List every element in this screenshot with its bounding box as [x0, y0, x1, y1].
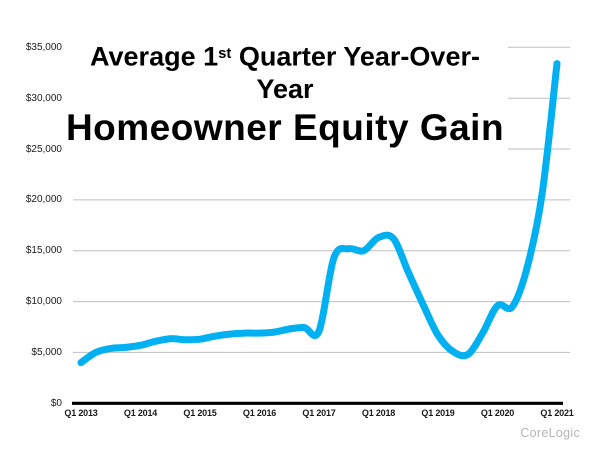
chart-title-line2: Homeowner Equity Gain [65, 107, 505, 149]
chart-title-line1-prefix: Average 1 [90, 41, 219, 72]
y-axis-tick-label: $30,000 [25, 92, 62, 104]
x-axis-tick-label: Q1 2016 [242, 407, 277, 418]
chart-title: Average 1st Quarter Year-Over-Year Homeo… [62, 36, 508, 156]
source-attribution: CoreLogic [520, 426, 580, 440]
x-axis-tick-label: Q1 2018 [361, 407, 396, 418]
y-axis-tick-label: $5,000 [31, 346, 62, 358]
chart-title-line1-suffix: Quarter Year-Over-Year [231, 41, 480, 105]
equity-gain-series-line [77, 60, 561, 367]
x-axis-tick-label: Q1 2020 [480, 407, 515, 418]
x-axis-tick-label: Q1 2015 [183, 407, 217, 418]
x-axis-tick-label: Q1 2013 [64, 407, 98, 418]
y-axis-tick-label: $0 [50, 397, 62, 409]
x-axis-tick-label: Q1 2014 [123, 407, 158, 418]
y-axis-tick-label: $35,000 [25, 41, 62, 53]
y-axis-tick-label: $15,000 [25, 245, 62, 257]
x-axis-tick-label: Q1 2017 [302, 407, 336, 418]
chart-title-line1: Average 1st Quarter Year-Over-Year [62, 38, 508, 106]
y-axis-tick-label: $10,000 [25, 296, 62, 308]
chart-title-superscript: st [218, 46, 232, 62]
y-axis-tick-label: $25,000 [25, 143, 62, 155]
y-axis-tick-label: $20,000 [25, 194, 62, 206]
x-axis-tick-label: Q1 2021 [540, 407, 574, 418]
x-axis-tick-label: Q1 2019 [421, 407, 455, 418]
